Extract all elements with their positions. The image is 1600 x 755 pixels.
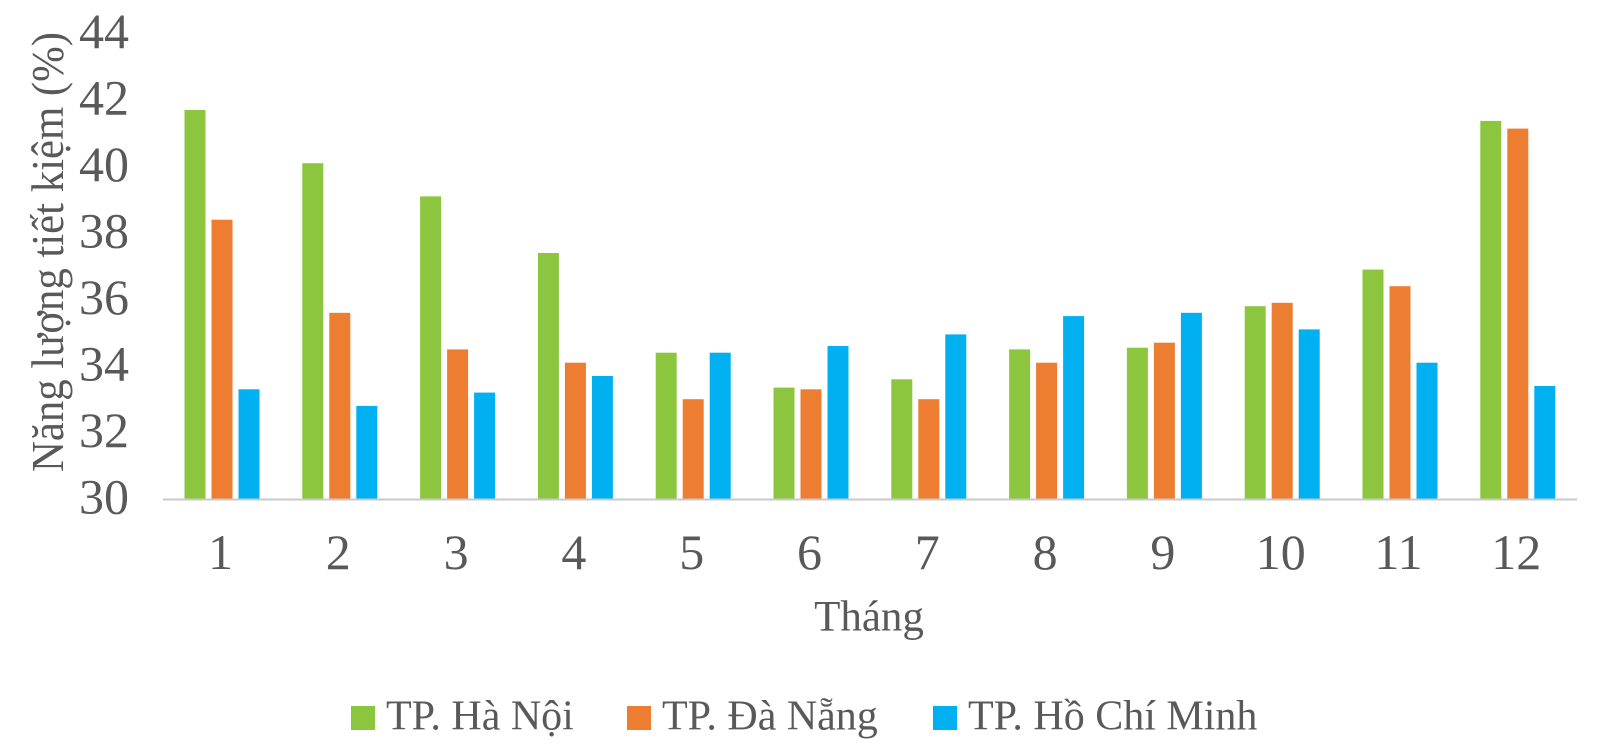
svg-text:TP. Hồ Chí Minh: TP. Hồ Chí Minh xyxy=(968,694,1257,740)
svg-text:10: 10 xyxy=(1256,524,1306,580)
svg-text:4: 4 xyxy=(561,524,586,580)
svg-text:7: 7 xyxy=(915,524,940,580)
svg-text:12: 12 xyxy=(1491,524,1541,580)
svg-text:Năng lượng tiết kiệm (%): Năng lượng tiết kiệm (%) xyxy=(22,32,73,472)
svg-text:5: 5 xyxy=(679,524,704,580)
svg-text:8: 8 xyxy=(1033,524,1058,580)
svg-text:34: 34 xyxy=(79,336,129,392)
svg-text:6: 6 xyxy=(797,524,822,580)
svg-text:40: 40 xyxy=(79,136,129,192)
svg-text:36: 36 xyxy=(79,269,129,325)
svg-text:Tháng: Tháng xyxy=(814,594,924,641)
svg-text:38: 38 xyxy=(79,203,129,259)
svg-text:3: 3 xyxy=(444,524,469,580)
svg-text:1: 1 xyxy=(208,524,233,580)
svg-text:TP. Đà Nẵng: TP. Đà Nẵng xyxy=(662,694,878,740)
svg-text:44: 44 xyxy=(79,3,129,59)
svg-text:42: 42 xyxy=(79,70,129,126)
svg-text:11: 11 xyxy=(1374,524,1422,580)
svg-text:30: 30 xyxy=(79,469,129,525)
svg-text:32: 32 xyxy=(79,402,129,458)
svg-text:9: 9 xyxy=(1150,524,1175,580)
svg-text:2: 2 xyxy=(326,524,351,580)
svg-text:TP. Hà Nội: TP. Hà Nội xyxy=(386,694,574,740)
